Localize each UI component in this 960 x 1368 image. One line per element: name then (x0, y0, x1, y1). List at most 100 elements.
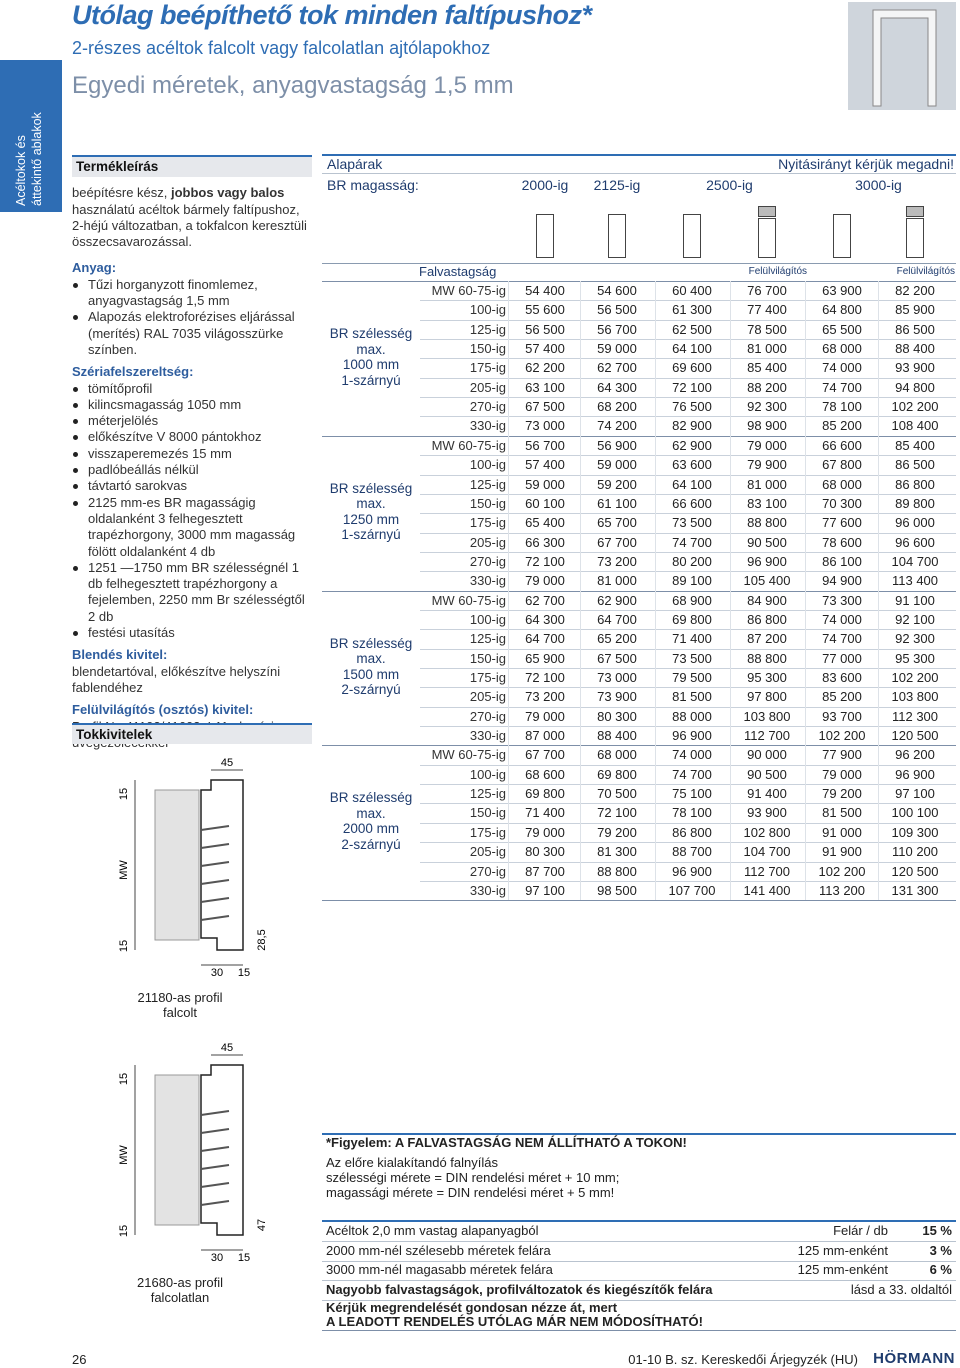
price: 86 800 (672, 824, 712, 840)
rule (420, 339, 956, 341)
price: 88 700 (672, 844, 712, 860)
price: 96 900 (747, 553, 787, 569)
price: 95 300 (747, 670, 787, 685)
thickness-label: 330-ig (469, 882, 506, 898)
screw (200, 1164, 230, 1170)
rule (322, 1260, 956, 1262)
table-title: Alapárak (327, 156, 383, 172)
doc-ref: 01-10 B. sz. Kereskedői Árjegyzék (HU) (628, 1352, 858, 1367)
price: 103 800 (743, 708, 791, 724)
bullet: távtartó sarokvas (73, 478, 312, 494)
dimension: 15 (118, 1225, 130, 1237)
price: 56 500 (525, 321, 565, 337)
group-label: 1500 mm (342, 666, 400, 682)
price: 92 300 (747, 399, 787, 415)
price: 87 200 (747, 631, 787, 647)
price: 97 100 (525, 882, 565, 898)
bullet: méterjelölés (73, 413, 312, 429)
price: 107 700 (668, 882, 716, 898)
side-tab: Acéltokok és áttekintő ablakok (0, 60, 62, 212)
thickness-header: Falvastagság (419, 264, 497, 279)
price: 112 700 (743, 863, 791, 879)
price: 88 800 (747, 515, 787, 531)
profile-drawing: 45 15 MW 15 30 15 28,5 (118, 757, 268, 979)
price: 88 800 (747, 650, 787, 666)
profile-drawing: 45 15 MW 15 30 15 47 (118, 1042, 268, 1264)
price: 75 100 (672, 786, 712, 802)
thickness-label: 270-ig (469, 399, 506, 415)
price: 63 100 (525, 379, 565, 395)
price: 120 500 (891, 728, 939, 744)
rule (420, 764, 956, 766)
bullet: előkészítve V 8000 pántokhoz (73, 429, 312, 445)
price: 65 700 (597, 515, 637, 531)
price: 73 200 (525, 689, 565, 705)
column-rule (580, 281, 581, 901)
price: 77 400 (747, 302, 787, 318)
surcharge-unit: Felár / db (833, 1223, 888, 1238)
product-image (848, 2, 956, 110)
dimension: 47 (256, 1219, 268, 1231)
profile-outline (200, 1064, 244, 1236)
price: 91 100 (895, 592, 935, 608)
rule (322, 1330, 956, 1331)
price: 88 200 (747, 379, 787, 395)
screw (200, 915, 230, 921)
group-label: max. (356, 341, 386, 357)
price: 77 600 (822, 515, 862, 531)
price: 83 100 (747, 495, 787, 511)
thickness-label: 330-ig (469, 728, 506, 744)
thickness-label: MW 60-75-ig (431, 592, 506, 608)
price: 77 900 (822, 747, 862, 763)
bullet: padlóbeállás nélkül (73, 462, 312, 478)
price: 56 900 (597, 437, 637, 453)
price: 86 800 (895, 476, 935, 492)
price: 112 300 (891, 708, 939, 724)
price: 78 600 (822, 534, 862, 550)
thickness-label: 175-ig (469, 515, 506, 531)
price: 81 500 (672, 689, 712, 705)
dimension: 15 (238, 1252, 250, 1264)
price: 84 900 (747, 592, 787, 608)
rule (322, 590, 956, 592)
bullet: tömítőprofil (73, 381, 312, 397)
price: 65 900 (525, 650, 565, 666)
price: 76 700 (747, 283, 787, 298)
price: 93 700 (822, 708, 862, 724)
price: 54 400 (525, 283, 565, 298)
section-heading: Tokkivitelek (72, 723, 312, 744)
group-label: BR szélesség (329, 326, 413, 341)
price: 69 800 (597, 766, 637, 782)
price: 131 300 (891, 882, 939, 898)
wall (154, 1074, 200, 1226)
price: 73 900 (597, 689, 637, 705)
rule (420, 803, 956, 805)
price: 86 500 (895, 457, 935, 473)
thickness-label: 270-ig (469, 708, 506, 724)
description: Termékleírás beépítésre kész, jobbos vagy… (72, 155, 312, 751)
subheading: Blendés kivitel: (72, 647, 168, 663)
price: 79 200 (822, 786, 862, 802)
profile-caption: falcolt (163, 1005, 197, 1020)
note-line: szélességi mérete = DIN rendelési méret … (326, 1170, 620, 1185)
price: 95 300 (895, 650, 935, 666)
price: 97 800 (747, 689, 787, 705)
thickness-label: 150-ig (469, 341, 506, 357)
screw (200, 897, 230, 903)
price: 64 300 (597, 379, 637, 395)
price: 57 400 (525, 457, 565, 473)
screw (200, 1182, 230, 1188)
column-rule (655, 281, 656, 901)
thickness-label: MW 60-75-ig (431, 747, 506, 763)
dimension: 28,5 (256, 929, 268, 950)
height-header: 2500-ig (706, 177, 753, 193)
rule (420, 726, 956, 728)
price: 64 800 (822, 302, 862, 318)
transom-header: Felülvilágítós (896, 266, 955, 277)
rule (322, 281, 956, 282)
price: 59 200 (597, 476, 637, 492)
price: 62 200 (525, 360, 565, 376)
section-heading: Termékleírás (72, 155, 312, 178)
profile-caption: 21180-as profil (137, 990, 223, 1005)
group-label: BR szélesség (329, 480, 413, 496)
